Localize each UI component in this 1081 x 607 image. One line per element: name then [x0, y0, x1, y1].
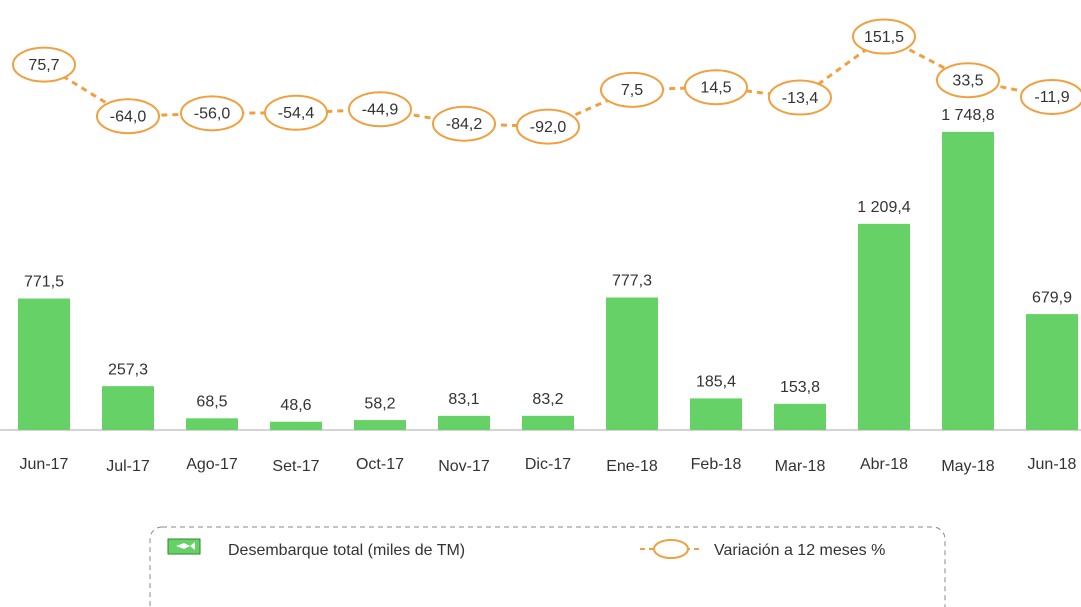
- bar: [858, 223, 910, 430]
- line-marker: [684, 69, 748, 106]
- x-tick-label: Dic-17: [525, 456, 571, 473]
- bar: [606, 297, 658, 430]
- line-marker: [516, 108, 580, 145]
- x-tick-label: Mar-18: [775, 458, 826, 475]
- line-marker: [180, 95, 244, 132]
- data-label: -54,4: [278, 105, 315, 122]
- data-label: -56,0: [194, 106, 231, 123]
- data-label: 68,5: [196, 394, 227, 411]
- bar: [438, 415, 490, 430]
- line-marker: [348, 91, 412, 128]
- bar: [354, 420, 406, 430]
- line-marker: [1020, 79, 1081, 115]
- data-label: 7,5: [621, 82, 643, 99]
- data-label: 777,3: [612, 273, 652, 290]
- x-tick-label: Jun-17: [20, 456, 69, 473]
- x-tick-label: Jun-18: [1028, 456, 1077, 473]
- x-tick-label: Oct-17: [356, 456, 404, 473]
- x-tick-label: Abr-18: [860, 456, 908, 473]
- data-label: 151,5: [864, 29, 904, 46]
- data-label: 771,5: [24, 274, 64, 291]
- line-marker: [264, 94, 328, 131]
- data-label: 48,6: [280, 397, 311, 414]
- x-tick-label: Nov-17: [438, 458, 490, 475]
- data-label: 679,9: [1032, 289, 1072, 306]
- line-marker: [432, 105, 496, 142]
- data-label: 1 209,4: [857, 199, 910, 216]
- legend-box: [149, 526, 946, 607]
- bar: [690, 398, 742, 430]
- data-label: 153,8: [780, 379, 820, 396]
- x-tick-label: Set-17: [272, 458, 319, 475]
- line-marker: [768, 79, 832, 116]
- data-label: 83,1: [448, 391, 479, 408]
- fish-icon: [176, 542, 195, 550]
- bar: [522, 415, 574, 430]
- line-marker: [600, 71, 664, 108]
- data-label: 83,2: [532, 391, 563, 408]
- data-label: -92,0: [530, 119, 567, 136]
- data-label: 257,3: [108, 361, 148, 378]
- data-label: -64,0: [110, 108, 147, 125]
- data-label: 58,2: [364, 395, 395, 412]
- data-label: -13,4: [782, 90, 819, 107]
- line-marker: [96, 98, 160, 135]
- line-marker: [936, 62, 1000, 99]
- data-label: 1 748,8: [941, 107, 994, 124]
- bar: [1026, 314, 1078, 430]
- data-label: 185,4: [696, 374, 736, 391]
- x-tick-label: Jul-17: [106, 458, 150, 475]
- legend-label: Desembarque total (miles de TM): [228, 542, 465, 559]
- legend-label: Variación a 12 meses %: [714, 542, 885, 559]
- data-label: 75,7: [28, 57, 59, 74]
- legend-line-marker: [653, 539, 689, 559]
- bar: [942, 131, 994, 430]
- data-label: -44,9: [362, 101, 399, 118]
- line-marker: [12, 46, 76, 83]
- data-label: 14,5: [700, 79, 731, 96]
- data-label: -84,2: [446, 116, 483, 133]
- bar: [18, 298, 70, 430]
- x-tick-label: Ago-17: [186, 456, 238, 473]
- data-label: 33,5: [952, 72, 983, 89]
- x-tick-label: Ene-18: [606, 458, 658, 475]
- x-tick-label: May-18: [941, 458, 994, 475]
- bar: [102, 386, 154, 430]
- bar: [774, 403, 826, 430]
- line-marker: [852, 18, 916, 55]
- x-tick-label: Feb-18: [691, 456, 742, 473]
- bar: [270, 421, 322, 430]
- data-label: -11,9: [1034, 89, 1069, 106]
- bar: [186, 418, 238, 430]
